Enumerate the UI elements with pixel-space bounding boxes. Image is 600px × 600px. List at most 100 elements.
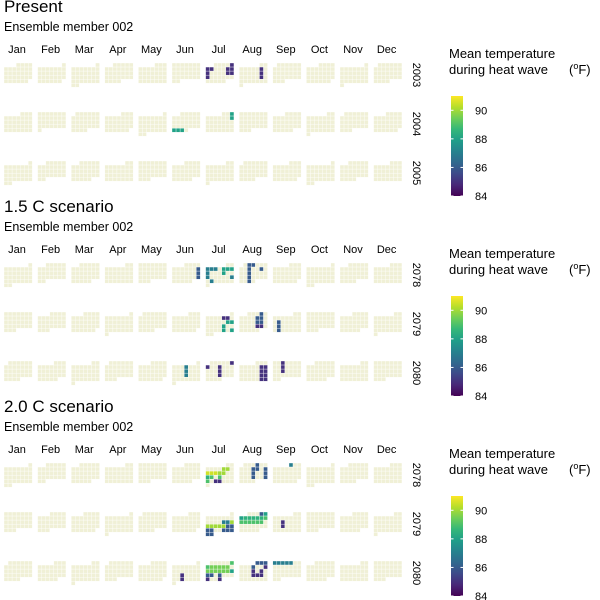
day-cell <box>37 315 42 321</box>
day-cell <box>104 564 110 570</box>
day-cell <box>24 266 29 272</box>
day-cell <box>49 568 54 574</box>
day-cell <box>175 172 181 178</box>
day-cell <box>213 519 218 525</box>
month-label-apr: Apr <box>109 44 126 56</box>
day-cell <box>171 470 177 476</box>
day-cell <box>251 368 256 374</box>
day-cell <box>15 466 21 472</box>
day-cell <box>225 364 231 370</box>
day-cell <box>57 70 63 76</box>
day-cell <box>154 564 159 570</box>
day-cell <box>239 319 244 325</box>
day-cell <box>138 168 143 174</box>
day-cell <box>83 577 88 582</box>
day-cell <box>24 564 29 570</box>
day-cell <box>209 115 214 121</box>
day-cell <box>255 564 260 570</box>
day-cell <box>41 372 46 378</box>
day-cell <box>306 323 311 329</box>
day-cell <box>389 274 395 280</box>
day-cell <box>24 279 29 284</box>
day-cell <box>83 74 88 80</box>
day-cell <box>239 111 244 117</box>
day-cell <box>263 270 268 276</box>
day-cell <box>276 474 282 480</box>
day-cell <box>158 62 163 68</box>
day-cell <box>356 70 361 76</box>
day-cell <box>356 270 361 276</box>
day-cell <box>45 470 50 476</box>
day-cell <box>360 368 365 374</box>
day-cell <box>49 315 54 321</box>
day-cell <box>292 279 298 284</box>
heatwave-day-cell <box>263 368 268 374</box>
day-cell <box>3 483 9 488</box>
day-cell <box>154 568 159 574</box>
day-cell <box>306 474 311 480</box>
day-cell <box>339 474 345 480</box>
day-cell <box>292 262 298 268</box>
heatwave-day-cell <box>251 564 256 570</box>
day-cell <box>41 79 46 84</box>
day-cell <box>116 474 122 480</box>
day-cell <box>209 123 214 129</box>
day-cell <box>255 364 260 370</box>
day-cell <box>373 279 378 284</box>
day-cell <box>318 172 323 178</box>
day-cell <box>229 177 235 182</box>
day-cell <box>142 115 147 121</box>
day-cell <box>276 266 282 272</box>
day-cell <box>104 568 110 574</box>
day-cell <box>75 368 80 374</box>
day-cell <box>272 572 278 578</box>
day-cell <box>209 315 214 321</box>
day-cell <box>351 368 357 374</box>
day-cell <box>138 364 143 370</box>
day-cell <box>57 568 63 574</box>
day-cell <box>87 262 92 268</box>
month-label-feb: Feb <box>41 244 60 256</box>
day-cell <box>146 311 151 317</box>
day-cell <box>45 572 50 578</box>
day-cell <box>146 568 151 574</box>
day-cell <box>243 319 248 325</box>
day-cell <box>128 328 134 333</box>
day-cell <box>280 270 286 276</box>
day-cell <box>364 323 369 329</box>
day-cell <box>259 360 264 366</box>
day-cell <box>364 119 369 125</box>
day-cell <box>83 328 88 333</box>
day-cell <box>128 115 134 121</box>
day-cell <box>326 119 331 125</box>
day-cell <box>364 74 369 80</box>
day-cell <box>41 164 46 170</box>
day-cell <box>389 528 395 533</box>
day-cell <box>71 470 76 476</box>
day-cell <box>360 319 365 325</box>
day-cell <box>188 311 193 317</box>
day-cell <box>158 462 163 468</box>
day-cell <box>276 466 282 472</box>
day-cell <box>45 70 50 76</box>
day-cell <box>124 119 130 125</box>
day-cell <box>192 377 197 382</box>
heatwave-day-cell <box>221 466 227 472</box>
day-cell <box>292 270 298 276</box>
day-cell <box>175 164 181 170</box>
day-cell <box>192 262 197 268</box>
day-cell <box>91 364 96 370</box>
day-cell <box>116 479 122 484</box>
day-cell <box>104 372 110 378</box>
day-cell <box>138 319 143 325</box>
day-cell <box>251 66 256 72</box>
day-cell <box>209 364 214 370</box>
day-cell <box>229 262 235 268</box>
day-cell <box>91 164 96 170</box>
day-cell <box>57 519 63 525</box>
panel-subtitle: Ensemble member 002 <box>4 420 134 434</box>
day-cell <box>318 315 323 321</box>
day-cell <box>339 274 345 280</box>
day-cell <box>79 262 84 268</box>
day-cell <box>61 572 67 578</box>
